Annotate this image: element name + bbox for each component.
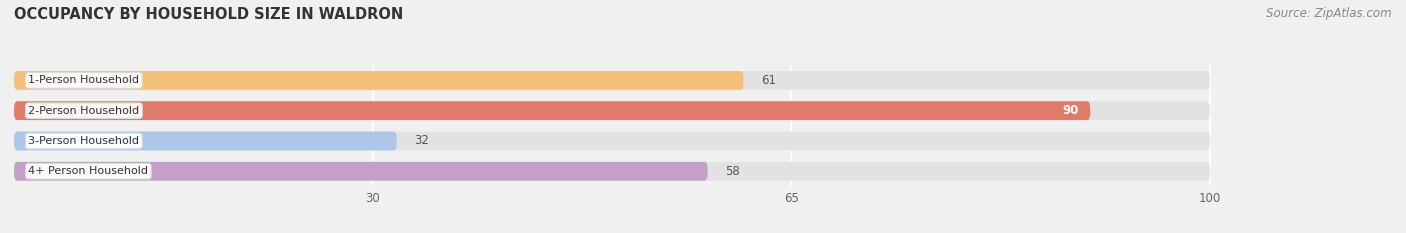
FancyBboxPatch shape [14, 132, 1209, 150]
FancyBboxPatch shape [14, 101, 1090, 120]
FancyBboxPatch shape [14, 71, 744, 90]
Text: 3-Person Household: 3-Person Household [28, 136, 139, 146]
FancyBboxPatch shape [14, 101, 1209, 120]
FancyBboxPatch shape [14, 162, 707, 181]
Text: Source: ZipAtlas.com: Source: ZipAtlas.com [1267, 7, 1392, 20]
Text: 61: 61 [762, 74, 776, 87]
Text: 90: 90 [1062, 104, 1078, 117]
Text: 32: 32 [415, 134, 429, 147]
FancyBboxPatch shape [14, 132, 396, 150]
Text: 2-Person Household: 2-Person Household [28, 106, 139, 116]
Text: 58: 58 [725, 165, 741, 178]
Text: 4+ Person Household: 4+ Person Household [28, 166, 149, 176]
FancyBboxPatch shape [14, 162, 1209, 181]
Text: 1-Person Household: 1-Person Household [28, 75, 139, 85]
FancyBboxPatch shape [14, 71, 1209, 90]
Text: OCCUPANCY BY HOUSEHOLD SIZE IN WALDRON: OCCUPANCY BY HOUSEHOLD SIZE IN WALDRON [14, 7, 404, 22]
